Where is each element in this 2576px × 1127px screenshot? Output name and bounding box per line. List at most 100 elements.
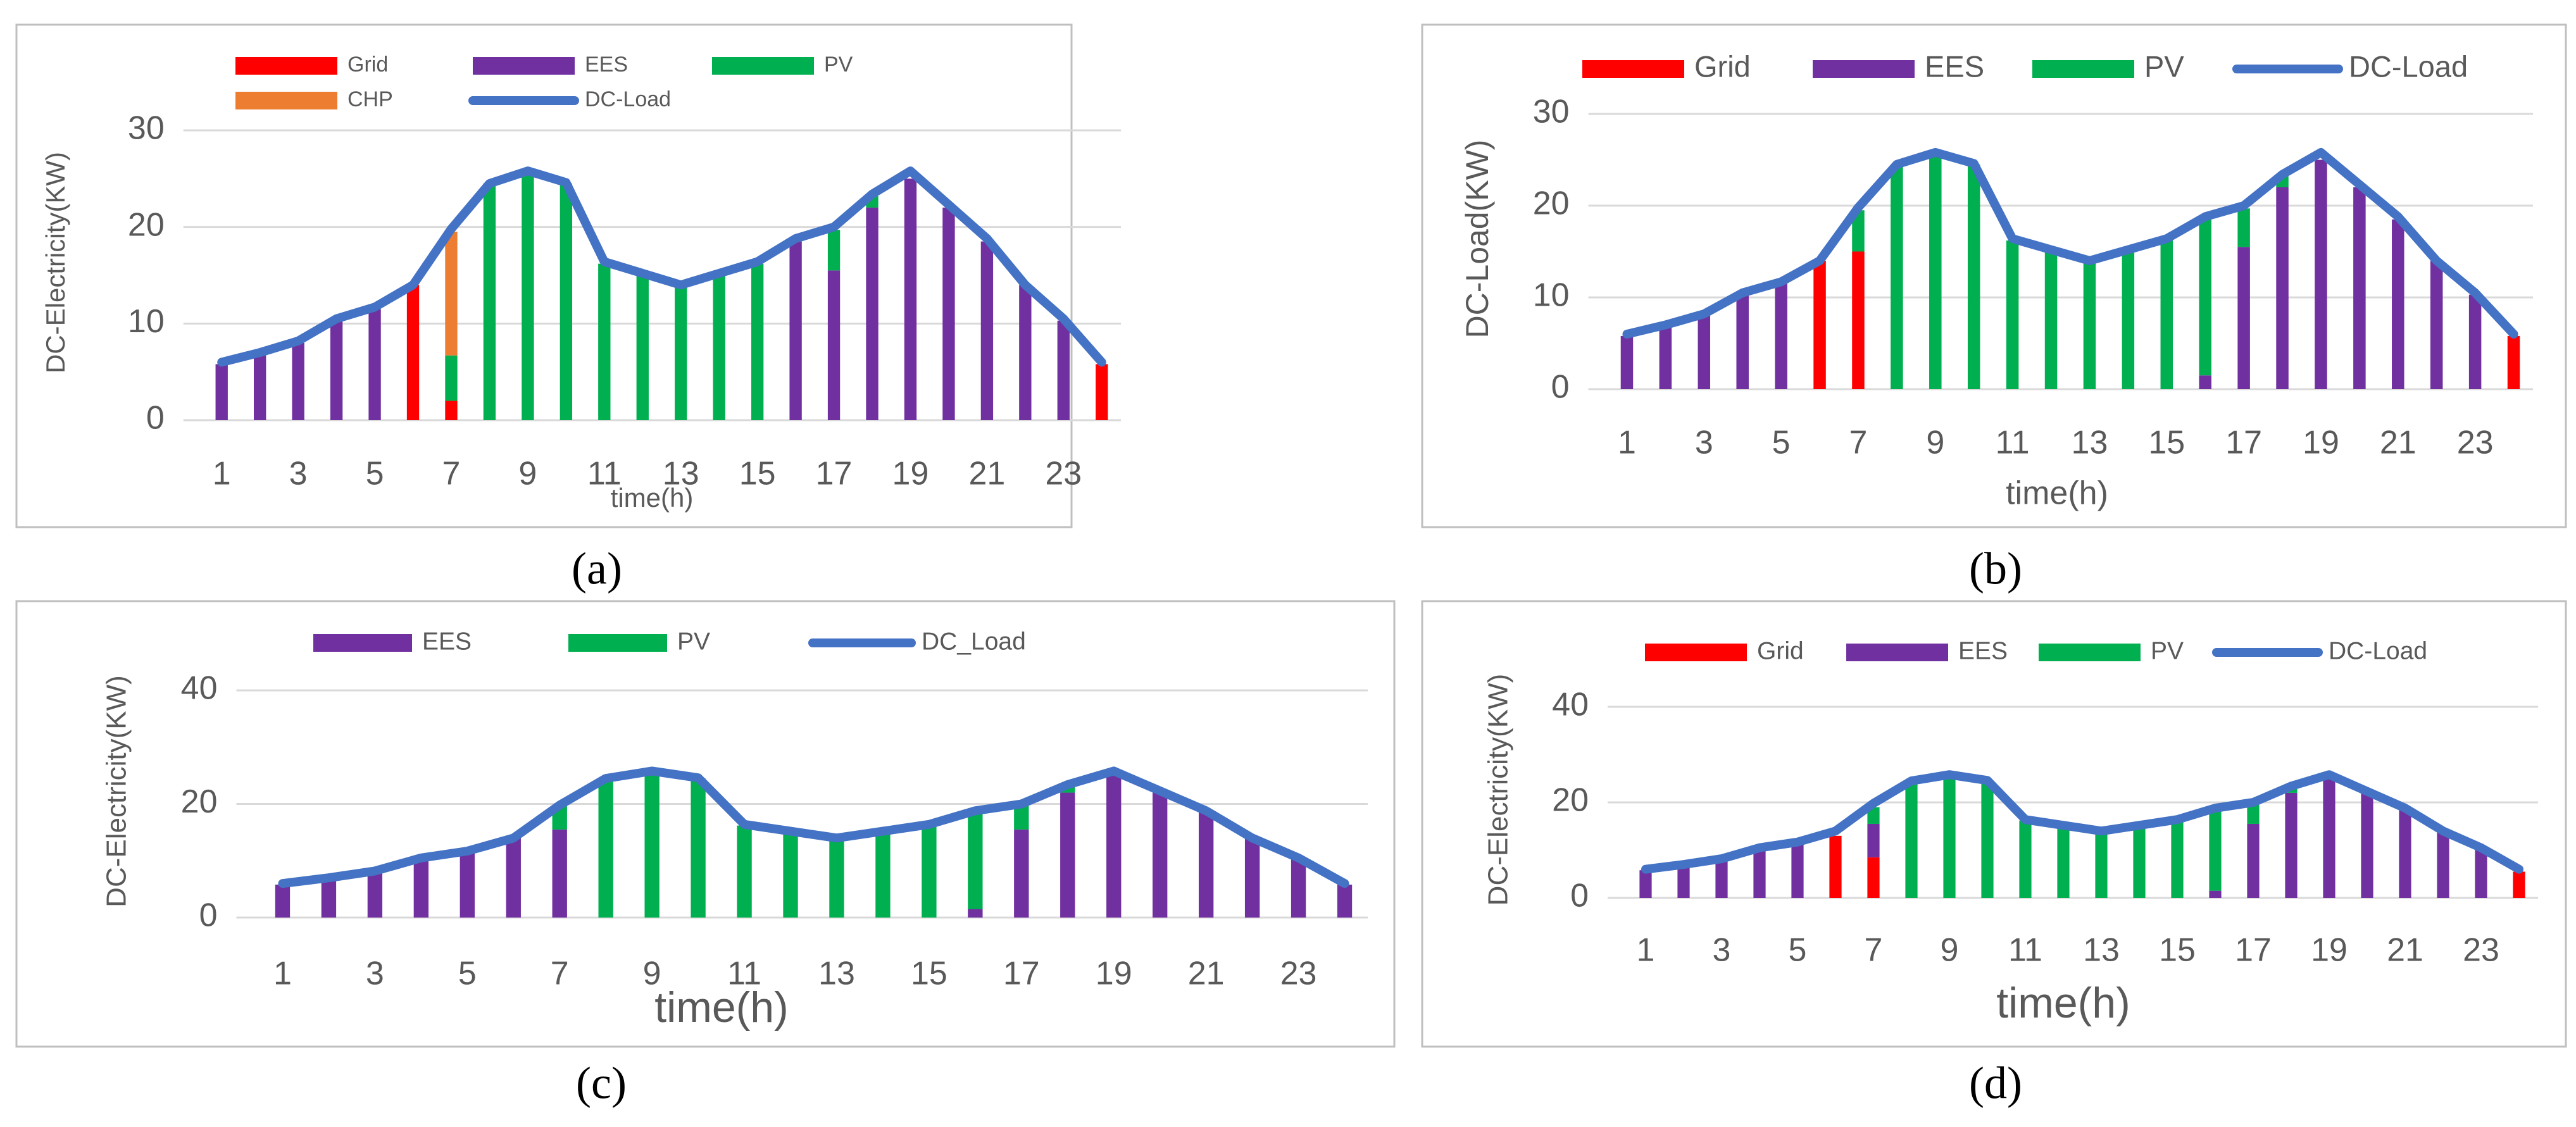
x-tick-label: 3 [289, 456, 308, 492]
bar-segment [2209, 890, 2222, 898]
bar-segment [1943, 775, 1956, 898]
panel-border [1421, 600, 2567, 1048]
bar-segment [413, 859, 429, 918]
bar-segment [483, 183, 496, 420]
legend-swatch [1813, 60, 1915, 78]
bar-segment [942, 208, 955, 420]
x-tick-label: 9 [1926, 425, 1944, 461]
legend-swatch [2039, 644, 2141, 661]
bar-segment [1981, 781, 1994, 898]
x-tick-label: 23 [2463, 932, 2499, 969]
legend-swatch [1582, 60, 1684, 78]
bar-segment [904, 178, 917, 420]
panel-border [1421, 23, 2567, 528]
bar-segment [1291, 859, 1306, 918]
y-axis-title: DC-Load(KW) [1460, 140, 1495, 339]
bar-segment [2315, 159, 2327, 389]
x-tick-label: 5 [458, 956, 477, 992]
bar-segment [445, 401, 458, 420]
bar-segment [2171, 820, 2184, 898]
x-tick-label: 11 [587, 456, 622, 492]
bar-segment [1867, 823, 1880, 857]
bar-segment [522, 171, 534, 420]
x-tick-label: 13 [663, 456, 699, 492]
y-tick-label: 40 [1552, 687, 1589, 723]
bar-segment [1698, 316, 1711, 389]
x-tick-label: 17 [816, 456, 853, 492]
bar-segment [552, 829, 567, 918]
bar-segment [1019, 285, 1032, 420]
legend-swatch [1645, 644, 1747, 661]
bar-segment [827, 270, 841, 420]
y-tick-label: 20 [1533, 185, 1570, 222]
bar-segment [406, 285, 420, 420]
bar-segment [2430, 261, 2443, 389]
bar-segment [1014, 829, 1029, 918]
bar-segment [2095, 831, 2108, 898]
bar-segment [789, 241, 802, 420]
bar-segment [1659, 325, 1672, 389]
bar-segment [2237, 247, 2250, 389]
bar-segment [875, 832, 891, 918]
y-tick-label: 20 [128, 206, 165, 243]
bar-segment [1244, 838, 1260, 918]
y-tick-label: 0 [1570, 878, 1589, 914]
y-axis-title: DC-Electricity(KW) [1483, 674, 1514, 906]
x-tick-label: 7 [551, 956, 569, 992]
x-tick-label: 1 [213, 456, 231, 492]
bar-segment [829, 838, 844, 918]
bar-segment [2006, 240, 2019, 389]
bar-segment [1060, 792, 1075, 918]
y-tick-label: 0 [1551, 369, 1570, 406]
bar-segment [1775, 283, 1787, 389]
line-series [278, 766, 1349, 888]
y-tick-label: 40 [181, 670, 218, 707]
legend-label: CHP [347, 87, 393, 111]
bar-segment [1791, 843, 1804, 898]
bar-segment [827, 230, 841, 271]
y-tick-label: 30 [128, 110, 165, 147]
bar-segment [1106, 775, 1122, 918]
y-tick-label: 20 [1552, 782, 1589, 819]
bar-segment [2361, 792, 2373, 898]
x-tick-label: 7 [442, 456, 461, 492]
bar-segment [1753, 849, 1766, 898]
bar-segment [598, 778, 613, 918]
x-tick-label: 15 [2148, 425, 2185, 461]
bar-segment [1867, 807, 1880, 824]
x-tick-label: 23 [1045, 456, 1082, 492]
legend-label: PV [824, 53, 853, 77]
y-tick-label: 30 [1533, 94, 1570, 130]
bar-segment [1096, 364, 1108, 420]
bar-segment [1639, 870, 1652, 898]
bar-segment [2160, 240, 2173, 389]
y-tick-label: 10 [1533, 277, 1570, 314]
x-axis-title: time(h) [611, 483, 694, 513]
caption: (c) [576, 1058, 627, 1109]
bar-segment [968, 909, 983, 918]
bar-segment [2513, 871, 2525, 898]
bar-segment [1337, 884, 1353, 918]
bar-segment [506, 838, 521, 918]
legend-label: EES [1925, 49, 1984, 83]
bar-segment [1736, 294, 1749, 389]
x-tick-label: 19 [2303, 425, 2339, 461]
x-tick-label: 17 [1003, 956, 1040, 992]
line-series [1622, 147, 2518, 339]
legend-swatch [1846, 644, 1948, 661]
bar-segment [2133, 826, 2146, 898]
bar-segment [980, 241, 994, 420]
x-tick-label: 7 [1865, 932, 1883, 969]
x-axis-title: time(h) [2006, 475, 2108, 512]
x-tick-label: 11 [1996, 425, 2030, 461]
bar-segment [1813, 261, 1826, 389]
bar-segment [737, 825, 752, 918]
legend-label: Grid [347, 53, 388, 77]
bar-segment [2247, 804, 2260, 824]
bar-segment [1057, 320, 1070, 420]
bar-segment [598, 263, 611, 420]
x-tick-label: 3 [1713, 932, 1731, 969]
